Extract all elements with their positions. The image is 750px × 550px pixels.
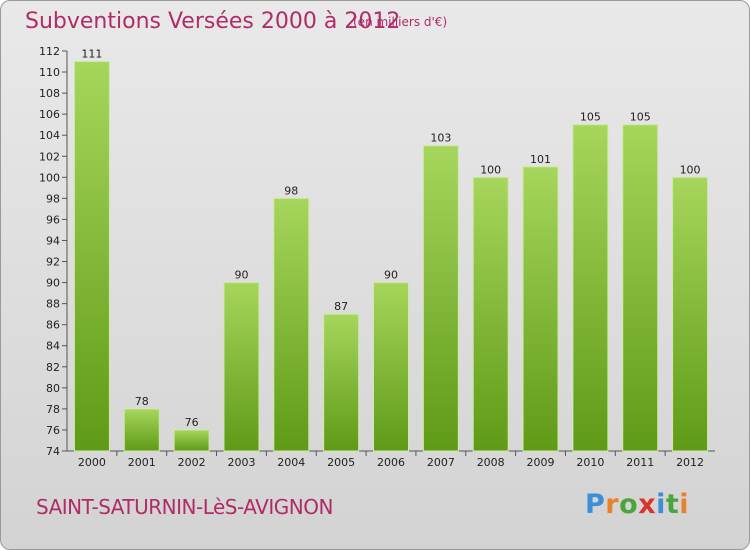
data-label: 111 (81, 48, 102, 61)
y-tick-label: 88 (46, 298, 60, 311)
x-tick-label: 2005 (327, 456, 355, 469)
x-tick-label: 2002 (178, 456, 206, 469)
labels: 2000 111 2001 78 2002 76 2003 90 2004 98 2005 87 200… (78, 48, 704, 469)
data-label: 76 (185, 416, 199, 429)
y-tick-label: 94 (46, 234, 60, 247)
bar-2006 (373, 282, 409, 452)
x-tick-label: 2008 (477, 456, 505, 469)
y-tick-label: 78 (46, 403, 60, 416)
y-tick-label: 108 (39, 87, 60, 100)
data-label: 87 (334, 300, 348, 313)
x-tick-label: 2011 (626, 456, 654, 469)
y-tick-label: 90 (46, 277, 60, 290)
data-label: 90 (234, 269, 248, 282)
data-label: 100 (680, 163, 701, 176)
x-tick-label: 2004 (277, 456, 305, 469)
data-label: 103 (430, 132, 451, 145)
y-tick-label: 104 (39, 129, 60, 142)
chart-title: Subventions Versées 2000 à 2012 (25, 9, 401, 34)
bar-2005 (323, 313, 360, 452)
y-tick-label: 92 (46, 256, 60, 269)
bar-2004 (273, 197, 310, 452)
y-tick-label: 112 (39, 45, 60, 58)
x-tick-label: 2007 (427, 456, 455, 469)
bar-2007 (422, 145, 459, 452)
bar-2012 (672, 176, 709, 452)
logo-letter: i (656, 489, 666, 520)
bar-2008 (472, 176, 509, 452)
y-tick-label: 106 (39, 108, 60, 121)
data-label: 98 (284, 184, 298, 197)
bar-2001 (123, 408, 160, 452)
y-tick-label: 80 (46, 382, 60, 395)
axes: 74 76 78 80 82 84 86 88 90 92 94 96 98 100 102 104 106 10… (39, 45, 715, 458)
x-tick-label: 2009 (527, 456, 555, 469)
y-tick-label: 82 (46, 361, 60, 374)
commune-name: SAINT-SATURNIN-LèS-AVIGNON (36, 495, 333, 519)
y-tick-label: 86 (46, 319, 60, 332)
x-tick-label: 2012 (676, 456, 704, 469)
logo-letter: t (665, 489, 680, 520)
x-tick-label: 2003 (227, 456, 255, 469)
y-tick-label: 98 (46, 192, 60, 205)
y-tick-label: 96 (46, 213, 60, 226)
bars (73, 61, 709, 452)
bar-2010 (572, 124, 609, 452)
y-tick-label: 100 (39, 171, 60, 184)
data-label: 78 (135, 395, 149, 408)
x-tick-label: 2006 (377, 456, 405, 469)
data-label: 105 (630, 111, 651, 124)
bar-2002 (173, 429, 210, 452)
bar-2009 (522, 166, 559, 452)
data-label: 101 (530, 153, 551, 166)
x-tick-label: 2000 (78, 456, 106, 469)
proxiti-logo[interactable]: Proxiti (585, 489, 689, 520)
logo-letter: P (585, 489, 606, 520)
bar-2011 (622, 124, 659, 452)
y-tick-label: 84 (46, 340, 60, 353)
x-tick-label: 2010 (576, 456, 604, 469)
unit-label: (en milliers d'€) (353, 15, 448, 29)
x-tick-label: 2001 (128, 456, 156, 469)
data-label: 105 (580, 111, 601, 124)
bar-2000 (73, 61, 110, 452)
y-tick-label: 76 (46, 424, 60, 437)
data-label: 90 (384, 269, 398, 282)
logo-letter: i (679, 489, 690, 520)
y-tick-label: 102 (39, 150, 60, 163)
bar-2003 (223, 282, 260, 452)
logo-letter: o (619, 489, 639, 520)
y-tick-label: 110 (39, 66, 60, 79)
logo-letter: x (638, 489, 657, 520)
logo-letter: r (605, 489, 620, 520)
data-label: 100 (480, 163, 501, 176)
y-tick-label: 74 (46, 445, 60, 458)
